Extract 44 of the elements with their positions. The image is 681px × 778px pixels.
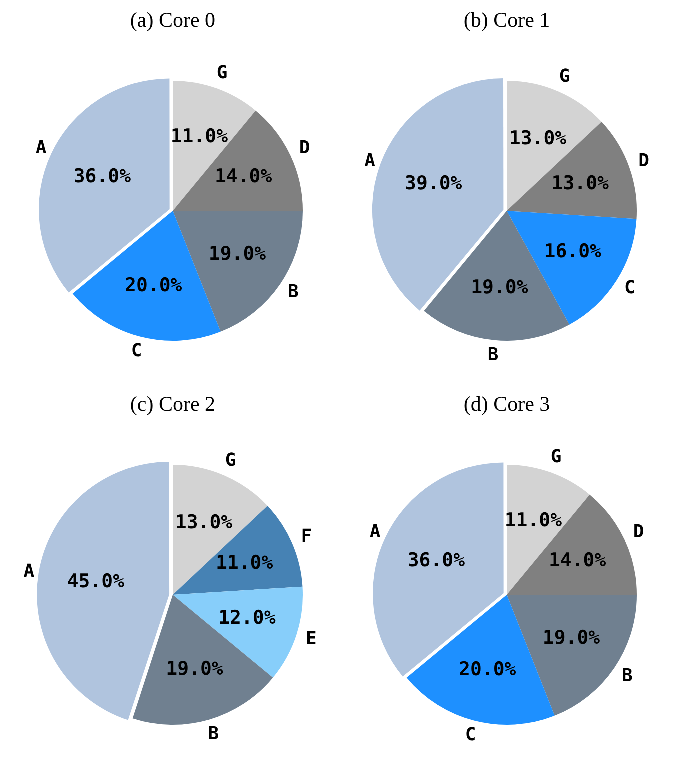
data-label: 14.0% xyxy=(548,550,607,572)
chart-title: (d) Core 3 xyxy=(462,392,552,418)
data-label: 11.0% xyxy=(170,126,229,148)
data-label: 39.0% xyxy=(405,172,463,195)
slice-label: A xyxy=(364,150,376,172)
data-label: 36.0% xyxy=(408,550,466,572)
data-label: 19.0% xyxy=(166,658,224,680)
chart-title: (a) Core 0 xyxy=(129,8,217,34)
slice-label: G xyxy=(550,446,562,468)
data-label: 13.0% xyxy=(175,511,234,534)
data-label: 19.0% xyxy=(471,276,529,299)
slice-label: G xyxy=(559,66,570,88)
data-label: 19.0% xyxy=(208,242,267,265)
data-label: 45.0% xyxy=(67,570,126,593)
data-label: 19.0% xyxy=(542,626,601,649)
slice-label: B xyxy=(208,723,220,744)
slice-label: B xyxy=(488,344,499,366)
slice-label: D xyxy=(299,138,310,159)
slice-label: C xyxy=(465,724,476,746)
slice-label: G xyxy=(216,62,228,84)
data-label: 12.0% xyxy=(218,607,276,630)
data-label: 13.0% xyxy=(509,127,568,150)
chart-title: (c) Core 2 xyxy=(129,392,217,418)
data-label: 11.0% xyxy=(216,552,274,574)
slice-label: E xyxy=(306,628,317,650)
data-label: 11.0% xyxy=(504,510,563,532)
data-label: 20.0% xyxy=(125,274,183,296)
data-label: 14.0% xyxy=(214,166,273,188)
slice-label: B xyxy=(288,282,299,303)
slice-label: B xyxy=(622,666,633,687)
slice-label: C xyxy=(624,278,636,299)
slice-label: A xyxy=(24,560,35,582)
slice-label: D xyxy=(633,522,644,543)
data-label: 36.0% xyxy=(74,166,132,188)
slice-label: G xyxy=(225,450,236,472)
data-label: 13.0% xyxy=(552,172,610,195)
chart-title: (b) Core 1 xyxy=(462,8,552,34)
slice-label: A xyxy=(370,522,381,543)
slice-label: C xyxy=(131,340,142,362)
slice-label: A xyxy=(36,138,47,159)
slice-label: F xyxy=(301,526,312,547)
data-label: 20.0% xyxy=(459,658,517,680)
slice-label: D xyxy=(638,150,650,172)
data-label: 16.0% xyxy=(544,240,602,263)
